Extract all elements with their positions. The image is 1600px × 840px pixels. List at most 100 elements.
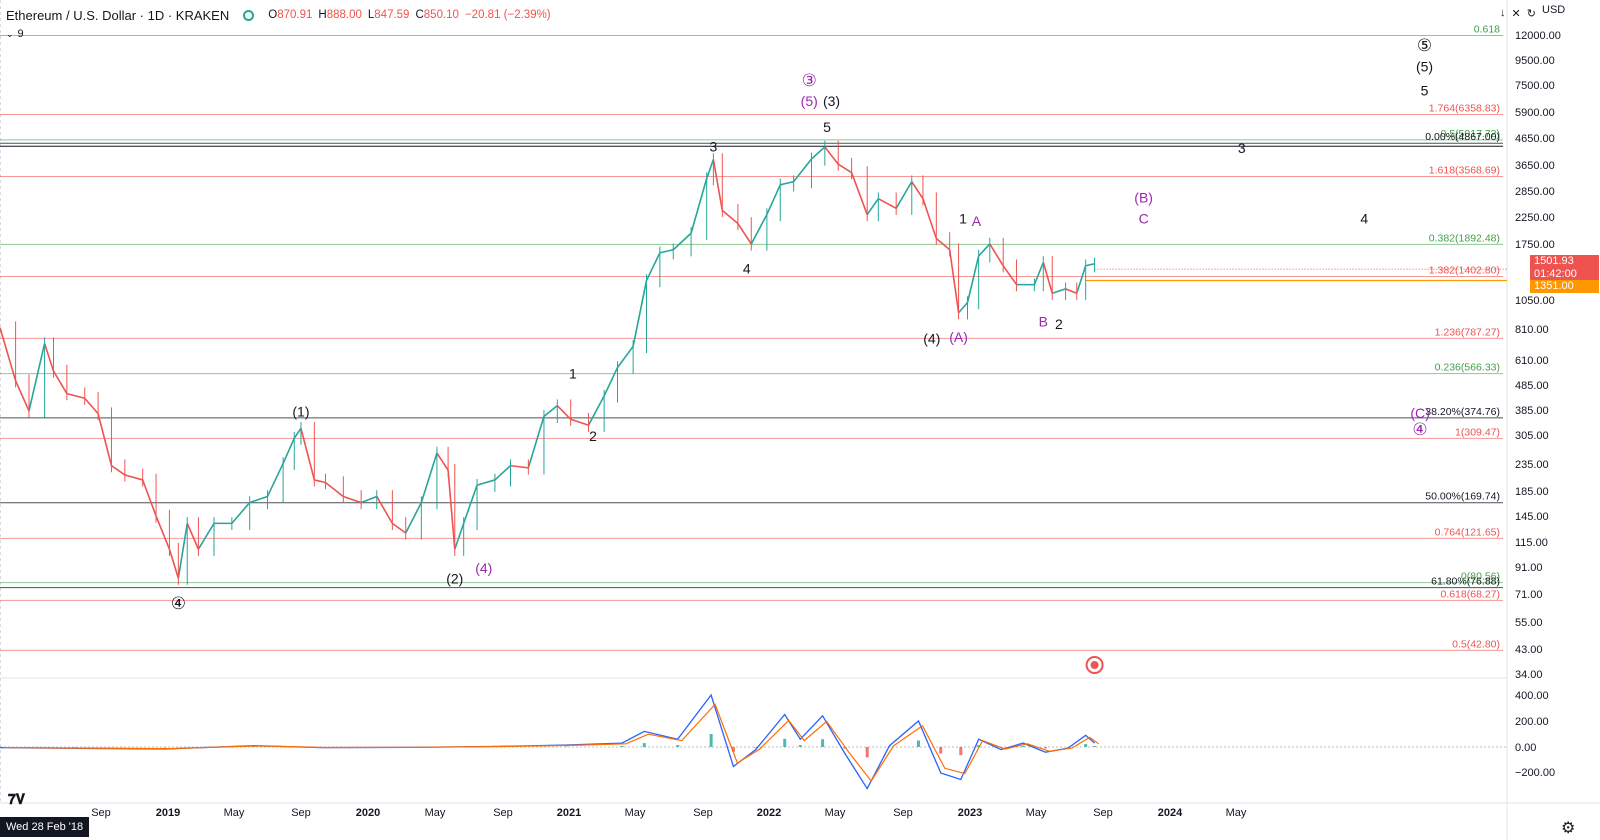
price-segment bbox=[141, 479, 157, 517]
wave-label: 2 bbox=[1055, 316, 1063, 332]
time-axis-tick: Sep bbox=[91, 807, 111, 819]
macd-histogram-bar bbox=[977, 745, 981, 747]
price-axis-tick: 3650.00 bbox=[1515, 160, 1555, 172]
macd-histogram-bar bbox=[1084, 744, 1088, 747]
time-axis-tick: 2023 bbox=[958, 807, 982, 819]
fib-level-label: 0.764(121.65) bbox=[1435, 526, 1500, 538]
macd-histogram-bar bbox=[798, 745, 802, 747]
time-axis-tick: May bbox=[425, 807, 446, 819]
fib-level-label: 0.618 bbox=[1474, 23, 1500, 35]
macd-histogram-bar bbox=[1021, 746, 1025, 747]
chart-header: Ethereum / U.S. Dollar · 1D · KRAKEN O87… bbox=[6, 6, 551, 24]
price-segment bbox=[645, 252, 661, 281]
price-segment bbox=[462, 484, 478, 524]
price-segment bbox=[1042, 262, 1053, 294]
macd-histogram-bar bbox=[709, 734, 713, 747]
price-segment bbox=[866, 198, 879, 216]
close-icon[interactable]: ✕ bbox=[1511, 8, 1521, 20]
price-segment bbox=[293, 427, 302, 439]
time-axis-tick: May bbox=[1026, 807, 1047, 819]
osc-axis-tick: 200.00 bbox=[1515, 716, 1549, 728]
wave-label: ④ bbox=[1412, 420, 1427, 439]
price-segment bbox=[1075, 265, 1087, 294]
alert-price-badge[interactable]: 1351.00 bbox=[1530, 280, 1599, 293]
arrow-down-icon[interactable]: ↓ bbox=[1500, 7, 1506, 19]
symbol-title[interactable]: Ethereum / U.S. Dollar · 1D · KRAKEN bbox=[6, 7, 230, 23]
fib-level-label: 0.5(5017.72) bbox=[1440, 128, 1500, 140]
price-axis-tick: 2250.00 bbox=[1515, 212, 1555, 224]
price-axis-tick: 185.00 bbox=[1515, 486, 1549, 498]
currency-selector[interactable]: USD bbox=[1542, 4, 1566, 16]
price-segment bbox=[810, 146, 826, 160]
wave-label: (5) bbox=[1416, 59, 1433, 75]
price-segment bbox=[1085, 262, 1095, 267]
macd-histogram-bar bbox=[1093, 746, 1097, 747]
price-segment bbox=[494, 465, 512, 481]
ohlc-value: 847.59 bbox=[374, 9, 410, 21]
price-axis-tick: 71.00 bbox=[1515, 589, 1543, 601]
fib-level-label: 61.80%(76.88) bbox=[1431, 576, 1500, 588]
tradingview-logo-icon[interactable]: 𝟕𝐕 bbox=[8, 791, 26, 807]
wave-label: 3 bbox=[709, 139, 717, 155]
price-segment bbox=[476, 479, 496, 486]
price-segment bbox=[376, 496, 394, 524]
price-axis-tick: 4650.00 bbox=[1515, 133, 1555, 145]
price-segment bbox=[282, 437, 295, 464]
time-axis-tick: 2024 bbox=[1158, 807, 1183, 819]
price-segment bbox=[1065, 288, 1078, 294]
price-segment bbox=[603, 367, 619, 397]
indicators-toggle[interactable]: ⌄ 9 bbox=[6, 28, 24, 40]
price-segment bbox=[447, 470, 456, 550]
wave-label: 4 bbox=[1360, 211, 1368, 227]
macd-histogram-bar bbox=[1044, 747, 1048, 749]
ohlc-value: 850.10 bbox=[423, 9, 459, 21]
time-axis-tick: May bbox=[224, 807, 245, 819]
price-segment bbox=[405, 502, 423, 534]
fib-level-label: 0(80.56) bbox=[1461, 571, 1500, 583]
price-segment bbox=[895, 181, 913, 209]
macd-histogram-bar bbox=[939, 747, 943, 754]
time-axis-tick: May bbox=[625, 807, 646, 819]
price-segment bbox=[391, 522, 407, 534]
price-segment bbox=[155, 515, 171, 550]
time-axis-tick: Sep bbox=[693, 807, 713, 819]
macd-histogram-bar bbox=[843, 747, 847, 749]
wave-label: 4 bbox=[743, 261, 751, 277]
gear-icon[interactable]: ⚙ bbox=[1561, 820, 1576, 837]
price-segment bbox=[43, 343, 55, 372]
price-axis-tick: 145.00 bbox=[1515, 511, 1549, 523]
last-price-badge: 1501.93 01:42:00 bbox=[1530, 255, 1599, 281]
bar-countdown: 01:42:00 bbox=[1534, 268, 1577, 280]
signal-line bbox=[3, 703, 1099, 783]
price-segment bbox=[989, 243, 1004, 267]
time-axis-tick: 2019 bbox=[156, 807, 180, 819]
chevron-down-icon: ⌄ bbox=[6, 28, 14, 39]
price-segment bbox=[0, 327, 17, 381]
macd-histogram-bar bbox=[620, 746, 624, 747]
price-segment bbox=[186, 523, 200, 550]
price-segment bbox=[632, 280, 648, 347]
price-segment bbox=[570, 418, 589, 426]
wave-label: (4) bbox=[923, 331, 940, 347]
price-segment bbox=[510, 464, 529, 469]
event-flag-dot bbox=[1090, 661, 1099, 669]
price-segment bbox=[792, 158, 813, 183]
ohlc-item: −20.81 (−2.39%) bbox=[465, 9, 551, 21]
time-axis-tick: 2021 bbox=[557, 807, 581, 819]
macd-histogram-bar bbox=[731, 747, 735, 752]
ohlc-item: C850.10 bbox=[415, 9, 459, 21]
refresh-icon[interactable]: ↻ bbox=[1526, 8, 1536, 20]
price-segment bbox=[66, 392, 85, 400]
ohlc-readout: O870.91 H888.00 L847.59 C850.10 −20.81 (−2.3… bbox=[268, 9, 550, 21]
price-axis-tick: 385.00 bbox=[1515, 405, 1549, 417]
price-segment bbox=[766, 184, 781, 215]
price-segment bbox=[877, 197, 897, 210]
wave-label: ④ bbox=[171, 594, 186, 613]
wave-label: 1 bbox=[569, 366, 577, 382]
price-segment bbox=[111, 464, 126, 476]
macd-histogram-bar bbox=[916, 740, 920, 747]
price-segment bbox=[587, 395, 605, 426]
